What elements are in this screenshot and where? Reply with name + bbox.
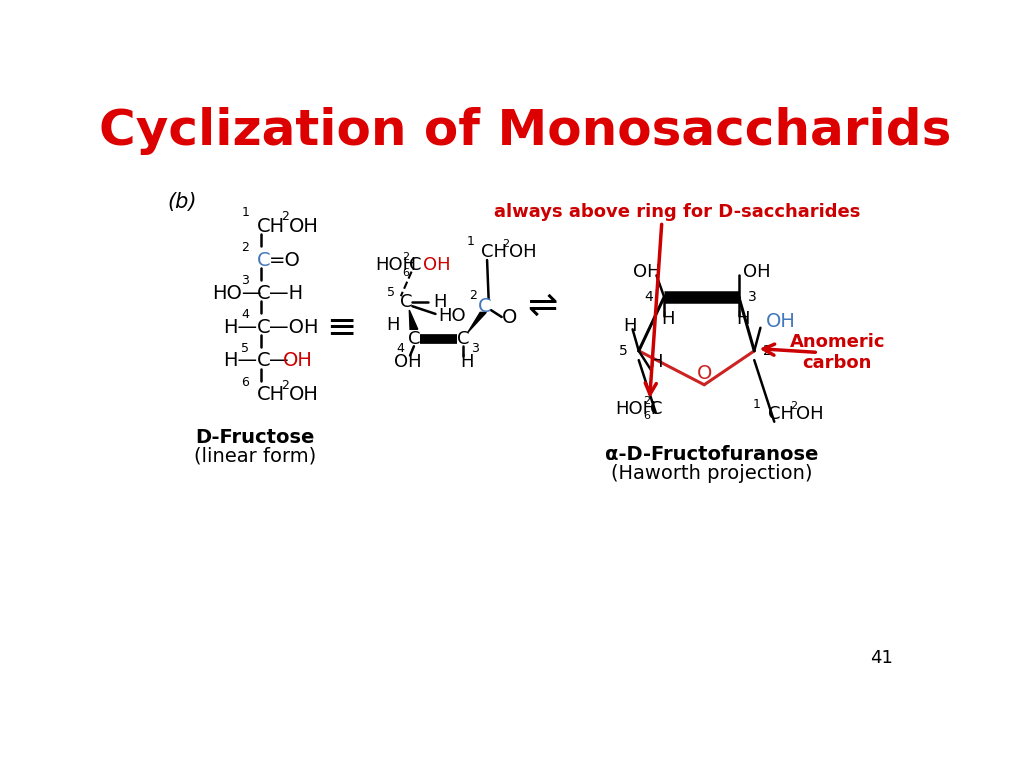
Text: H: H xyxy=(461,353,474,371)
Text: OH: OH xyxy=(742,263,770,281)
Text: —: — xyxy=(269,352,289,370)
Text: C: C xyxy=(410,257,422,274)
Text: HOH: HOH xyxy=(376,257,417,274)
Text: HO: HO xyxy=(438,307,466,325)
Text: ≡: ≡ xyxy=(326,310,356,344)
Text: 2: 2 xyxy=(402,253,410,263)
Text: 2: 2 xyxy=(282,210,290,223)
Text: =O: =O xyxy=(269,250,301,270)
Text: 5: 5 xyxy=(241,342,249,355)
Text: C: C xyxy=(408,329,420,348)
Text: H: H xyxy=(433,293,446,311)
Text: O: O xyxy=(502,308,517,327)
Text: 1: 1 xyxy=(753,398,761,411)
Text: C: C xyxy=(649,399,663,418)
Text: 5: 5 xyxy=(387,286,395,299)
Text: C: C xyxy=(257,283,270,303)
Text: CH: CH xyxy=(481,243,507,261)
Text: 2: 2 xyxy=(503,240,510,250)
Text: C: C xyxy=(400,293,413,311)
Text: 2: 2 xyxy=(282,379,290,392)
Text: CH: CH xyxy=(768,405,795,423)
Polygon shape xyxy=(468,313,486,333)
Text: 5: 5 xyxy=(620,344,628,358)
Text: 2: 2 xyxy=(764,344,772,358)
Text: C: C xyxy=(257,317,270,336)
Text: OH: OH xyxy=(423,257,451,274)
Text: 4: 4 xyxy=(242,308,249,321)
Text: OH: OH xyxy=(634,263,662,281)
Text: C: C xyxy=(257,250,270,270)
Text: H—: H— xyxy=(223,317,257,336)
Polygon shape xyxy=(410,310,418,329)
Text: HOH: HOH xyxy=(615,399,656,418)
Text: OH: OH xyxy=(283,352,313,370)
Text: D-Fructose: D-Fructose xyxy=(196,428,315,447)
Text: (b): (b) xyxy=(168,192,197,212)
Text: 6: 6 xyxy=(242,376,249,389)
Text: C: C xyxy=(478,296,492,316)
Text: —H: —H xyxy=(269,283,303,303)
Text: 6: 6 xyxy=(643,411,650,421)
Text: 2: 2 xyxy=(643,396,650,406)
Text: H—: H— xyxy=(223,352,257,370)
Text: CH: CH xyxy=(257,217,285,236)
Text: 3: 3 xyxy=(242,274,249,287)
Text: C: C xyxy=(457,329,469,348)
Text: OH: OH xyxy=(289,217,318,236)
Text: CH: CH xyxy=(257,386,285,404)
Text: H: H xyxy=(736,310,750,327)
Text: always above ring for D-saccharides: always above ring for D-saccharides xyxy=(494,203,860,220)
Text: —OH: —OH xyxy=(269,317,318,336)
Text: ⇌: ⇌ xyxy=(527,290,558,323)
Text: (Haworth projection): (Haworth projection) xyxy=(611,464,813,483)
Text: 1: 1 xyxy=(242,207,249,219)
Text: Anomeric
carbon: Anomeric carbon xyxy=(790,333,885,372)
Text: OH: OH xyxy=(766,312,796,331)
Text: OH: OH xyxy=(796,405,823,423)
Text: 3: 3 xyxy=(749,290,757,304)
Text: H: H xyxy=(662,310,675,327)
Text: 41: 41 xyxy=(870,649,893,667)
Text: Cyclization of Monosaccharids: Cyclization of Monosaccharids xyxy=(98,107,951,154)
Text: OH: OH xyxy=(509,243,537,261)
Text: C: C xyxy=(257,352,270,370)
Text: 2: 2 xyxy=(790,401,797,411)
Text: 3: 3 xyxy=(471,343,479,356)
Text: OH: OH xyxy=(394,353,422,371)
Text: O: O xyxy=(696,365,712,383)
Text: 4: 4 xyxy=(645,290,653,304)
Text: α-D-Fructofuranose: α-D-Fructofuranose xyxy=(605,445,818,464)
Text: (linear form): (linear form) xyxy=(195,446,316,465)
Text: 6: 6 xyxy=(402,268,410,278)
Text: HO—: HO— xyxy=(212,283,262,303)
Text: OH: OH xyxy=(289,386,318,404)
Text: H: H xyxy=(623,317,636,336)
Text: 2: 2 xyxy=(469,290,477,303)
Text: H: H xyxy=(649,353,663,372)
Text: 1: 1 xyxy=(467,236,475,249)
Text: 2: 2 xyxy=(242,241,249,254)
Text: 4: 4 xyxy=(397,343,404,356)
Text: H: H xyxy=(387,316,400,334)
